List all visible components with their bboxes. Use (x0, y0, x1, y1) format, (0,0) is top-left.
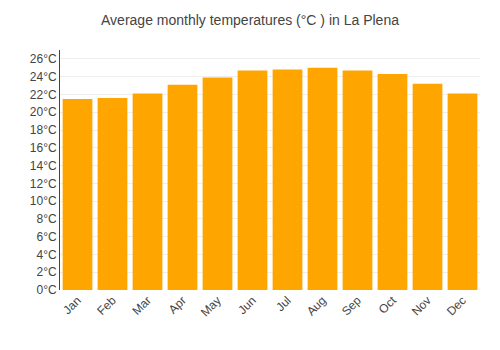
svg-text:Aug: Aug (304, 293, 329, 318)
svg-text:2°C: 2°C (36, 265, 56, 279)
svg-text:Dec: Dec (444, 293, 469, 318)
svg-text:0°C: 0°C (36, 283, 56, 297)
svg-text:Jun: Jun (235, 293, 259, 317)
svg-text:14°C: 14°C (30, 159, 57, 173)
svg-text:10°C: 10°C (30, 194, 57, 208)
svg-text:Mar: Mar (129, 293, 154, 318)
svg-text:4°C: 4°C (36, 248, 56, 262)
svg-text:Sep: Sep (339, 293, 364, 318)
svg-text:May: May (198, 293, 224, 319)
svg-text:18°C: 18°C (30, 123, 57, 137)
svg-text:20°C: 20°C (30, 105, 57, 119)
svg-text:Jan: Jan (60, 293, 84, 317)
svg-text:12°C: 12°C (30, 177, 57, 191)
svg-text:24°C: 24°C (30, 70, 57, 84)
svg-text:Feb: Feb (94, 293, 119, 318)
svg-text:Apr: Apr (166, 293, 189, 316)
svg-text:8°C: 8°C (36, 212, 56, 226)
svg-text:26°C: 26°C (30, 52, 57, 66)
svg-text:Oct: Oct (376, 293, 400, 317)
svg-text:22°C: 22°C (30, 88, 57, 102)
svg-text:Jul: Jul (273, 293, 294, 314)
svg-text:6°C: 6°C (36, 230, 56, 244)
svg-text:Nov: Nov (409, 293, 434, 318)
svg-text:16°C: 16°C (30, 141, 57, 155)
svg-text:Average monthly temperatures (: Average monthly temperatures (°C ) in La… (101, 12, 399, 28)
